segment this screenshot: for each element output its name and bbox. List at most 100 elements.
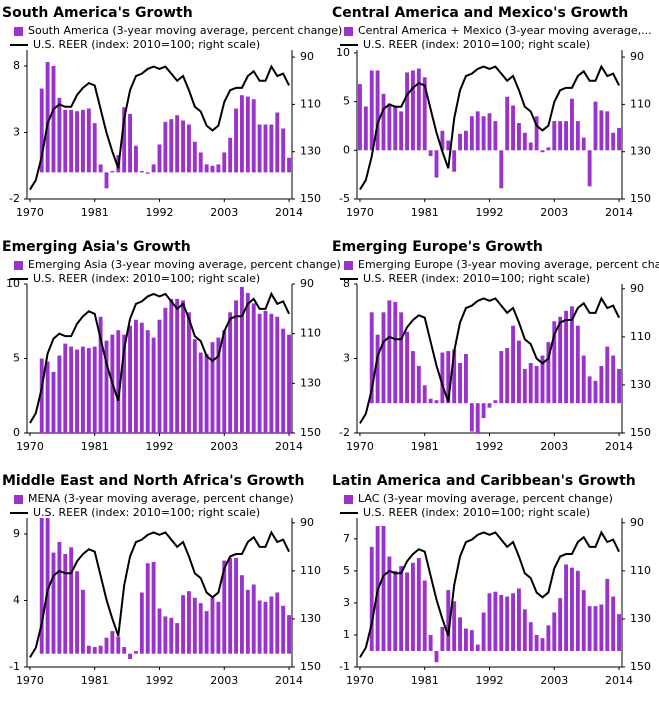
plot-area [359, 296, 621, 433]
bar [275, 592, 280, 654]
legend-label: Emerging Asia (3-year moving average, pe… [28, 258, 341, 271]
legend-swatch [344, 27, 353, 36]
bar [552, 121, 557, 151]
bar [611, 132, 616, 151]
bar [39, 518, 44, 654]
bar [287, 157, 291, 173]
x-tick-label: 2014 [605, 674, 633, 687]
bar [475, 111, 480, 151]
bar [51, 65, 56, 173]
bar [381, 93, 386, 151]
y2-tick-label: 90 [630, 516, 644, 529]
panel: Middle East and North Africa's Growth MEN… [2, 473, 321, 687]
bar [128, 653, 132, 660]
bar [181, 120, 185, 173]
bar [63, 109, 68, 173]
bar [387, 300, 392, 404]
bar [98, 316, 103, 433]
bar [570, 567, 574, 651]
bar [39, 88, 44, 173]
bar [210, 165, 215, 173]
bar [169, 119, 174, 173]
bar [469, 403, 474, 432]
bar [581, 590, 586, 651]
y2-tick-label: 150 [630, 426, 651, 439]
y2-tick-label: 150 [630, 192, 651, 205]
bar [611, 596, 616, 651]
x-tick-label: 2003 [540, 674, 568, 687]
y-tick-label: 3 [343, 596, 350, 609]
bar [86, 645, 91, 654]
bar [481, 612, 486, 651]
legend-label: U.S. REER (index: 2010=100; right scale) [33, 272, 260, 285]
bar [558, 598, 563, 651]
bar [440, 130, 445, 151]
x-tick-label: 1981 [411, 674, 439, 687]
bar [122, 334, 127, 433]
bar [440, 626, 445, 651]
y2-tick-label: 130 [630, 612, 651, 625]
reer-line [29, 291, 290, 424]
y2-tick-label: 130 [630, 378, 651, 391]
y-tick-label: 4 [13, 593, 20, 606]
x-tick-label: 2014 [275, 206, 303, 219]
bar [581, 355, 586, 404]
x-tick-label: 1981 [411, 206, 439, 219]
bar [192, 339, 197, 433]
bar [269, 596, 274, 654]
bar [110, 171, 115, 173]
y2-tick-label: 110 [300, 564, 321, 577]
reer-line [359, 296, 620, 424]
bar [157, 608, 162, 654]
bar [287, 334, 291, 433]
bar [393, 301, 398, 404]
bar [381, 526, 386, 651]
reer-line [359, 530, 620, 658]
bar [493, 121, 498, 151]
bar [257, 600, 262, 654]
bar [464, 354, 468, 404]
bar [505, 348, 510, 404]
legend-label: U.S. REER (index: 2010=100; right scale) [363, 506, 590, 519]
y2-tick-label: 150 [300, 426, 321, 439]
bar [275, 316, 280, 433]
bar [587, 376, 592, 404]
legend-swatch [14, 495, 23, 504]
bar [511, 105, 515, 151]
bar [263, 310, 268, 433]
bar [92, 123, 97, 173]
bar [381, 312, 386, 404]
bar [210, 342, 215, 433]
bar [416, 68, 421, 151]
bar [517, 123, 521, 151]
bar [399, 566, 404, 651]
bar [570, 306, 574, 404]
bar [45, 61, 50, 173]
y2-tick-label: 110 [630, 97, 651, 110]
bar [452, 150, 457, 172]
x-tick-label: 2014 [275, 674, 303, 687]
bar [169, 298, 174, 433]
bar [517, 588, 521, 651]
bar [192, 141, 197, 173]
x-tick-label: 2003 [210, 440, 238, 453]
bar [405, 572, 409, 651]
bar [204, 164, 209, 173]
bar [552, 321, 557, 404]
bar [522, 609, 527, 651]
bar [387, 103, 392, 151]
y2-tick-label: 90 [630, 50, 644, 63]
x-tick-label: 2003 [540, 206, 568, 219]
y2-tick-label: 150 [300, 192, 321, 205]
legend-label: U.S. REER (index: 2010=100; right scale) [33, 506, 260, 519]
y2-tick-label: 90 [300, 277, 314, 290]
bar [81, 589, 85, 654]
bar [487, 593, 492, 651]
x-tick-label: 1970 [346, 206, 374, 219]
bar [45, 361, 50, 433]
y-tick-label: -2 [339, 426, 350, 439]
bar [446, 140, 451, 151]
bar [446, 590, 451, 651]
y2-tick-label: 110 [630, 330, 651, 343]
